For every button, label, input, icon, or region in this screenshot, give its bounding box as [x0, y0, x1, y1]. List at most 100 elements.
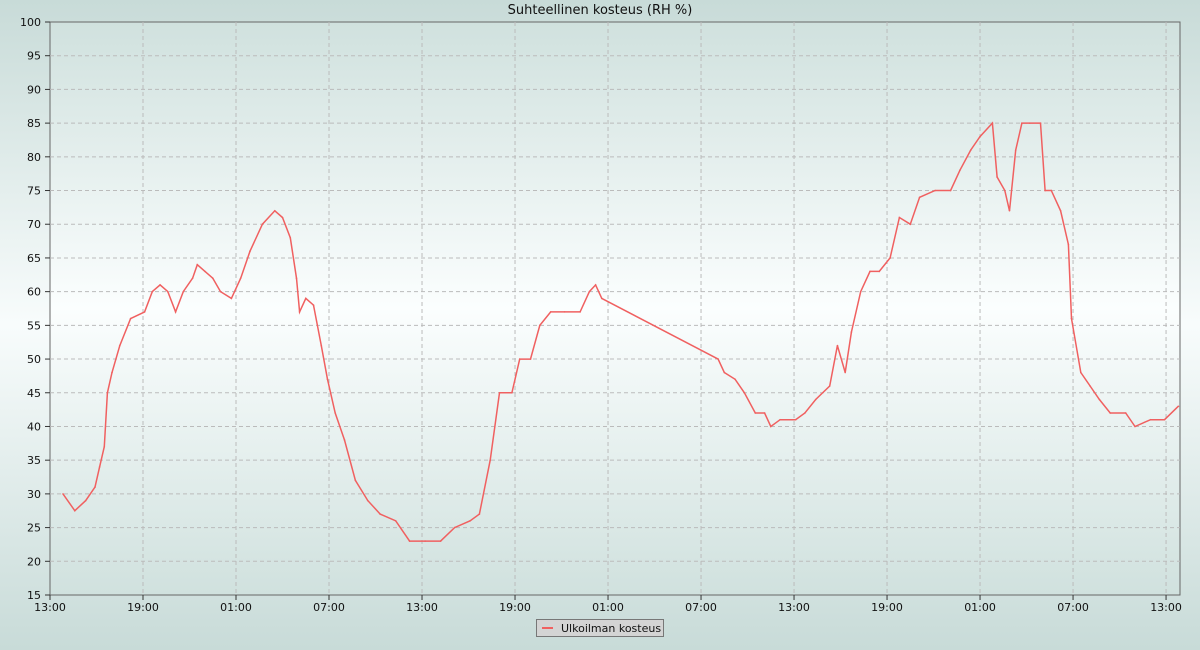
data-point — [1070, 317, 1073, 320]
data-point — [1004, 189, 1006, 192]
data-point — [949, 189, 952, 192]
data-point — [281, 216, 284, 219]
data-point — [498, 391, 501, 394]
data-point — [769, 425, 772, 428]
y-tick-label: 60 — [27, 286, 41, 299]
x-tick-label: 19:00 — [871, 601, 903, 614]
y-tick-label: 35 — [27, 454, 41, 467]
data-point — [379, 513, 381, 515]
y-tick-label: 45 — [27, 387, 41, 400]
data-point — [408, 540, 411, 542]
x-tick-label: 19:00 — [127, 601, 159, 614]
data-point — [763, 412, 766, 414]
x-tick-label: 01:00 — [964, 601, 996, 614]
y-tick-label: 55 — [27, 319, 41, 332]
data-point — [1177, 405, 1180, 408]
data-point — [588, 290, 591, 293]
data-point — [326, 378, 329, 381]
data-point — [320, 344, 323, 347]
data-point — [230, 297, 233, 300]
y-tick-label: 95 — [27, 50, 41, 63]
data-point — [94, 486, 96, 488]
data-point — [366, 499, 369, 502]
data-point — [1109, 412, 1112, 414]
y-tick-label: 80 — [27, 151, 41, 164]
data-point — [174, 311, 177, 313]
x-tick-label: 01:00 — [220, 601, 252, 614]
data-point — [439, 540, 442, 542]
data-point — [289, 236, 292, 239]
data-point — [103, 445, 106, 448]
legend: Ulkoilman kosteus — [536, 619, 664, 637]
y-tick-label: 25 — [27, 522, 41, 535]
data-point — [111, 371, 113, 374]
data-point — [1089, 385, 1091, 387]
data-point — [295, 277, 298, 279]
data-point — [118, 344, 121, 347]
x-tick-label: 07:00 — [313, 601, 345, 614]
chart-title: Suhteellinen kosteus (RH %) — [507, 3, 693, 18]
data-point — [1124, 412, 1127, 414]
data-point — [84, 499, 87, 502]
data-point — [261, 223, 264, 226]
data-point — [779, 418, 781, 421]
data-point — [804, 412, 806, 414]
data-point — [196, 263, 199, 266]
data-point — [151, 290, 154, 293]
data-point — [909, 223, 912, 226]
data-point — [343, 439, 346, 441]
data-point — [850, 331, 853, 333]
data-point — [511, 391, 513, 394]
data-point — [211, 277, 214, 279]
data-point — [969, 149, 972, 151]
data-point — [159, 284, 161, 286]
data-point — [1021, 122, 1023, 124]
data-point — [469, 520, 471, 522]
data-point — [143, 311, 146, 313]
data-point — [518, 358, 521, 360]
data-point — [991, 122, 994, 124]
y-tick-label: 65 — [27, 252, 41, 265]
data-point — [828, 385, 831, 387]
y-tick-label: 90 — [27, 83, 41, 96]
y-tick-label: 40 — [27, 420, 41, 433]
y-tick-label: 75 — [27, 185, 41, 198]
data-point — [1014, 149, 1017, 151]
data-point — [754, 412, 757, 414]
y-tick-label: 20 — [27, 555, 41, 568]
data-point — [1067, 243, 1070, 246]
data-point — [996, 176, 998, 178]
data-point — [182, 290, 185, 293]
data-point — [239, 277, 242, 279]
data-point — [836, 344, 839, 347]
data-point — [489, 459, 492, 461]
legend-swatch — [542, 627, 553, 629]
data-point — [579, 311, 581, 313]
plot-area — [49, 21, 1181, 596]
data-point — [1163, 418, 1166, 421]
y-tick-label: 30 — [27, 488, 41, 501]
y-tick-label: 70 — [27, 218, 41, 231]
data-point — [1028, 122, 1031, 124]
data-point — [717, 358, 719, 360]
data-point — [167, 290, 169, 293]
data-point — [1149, 418, 1152, 421]
data-point — [959, 169, 961, 172]
x-tick-label: 01:00 — [592, 601, 624, 614]
data-point — [1039, 122, 1042, 124]
data-point — [219, 290, 222, 293]
data-point — [563, 311, 566, 313]
data-point — [549, 311, 552, 313]
x-tick-label: 07:00 — [1057, 601, 1089, 614]
x-tick-label: 13:00 — [1150, 601, 1182, 614]
y-tick-label: 100 — [20, 16, 41, 29]
legend-label: Ulkoilman kosteus — [561, 621, 662, 635]
data-point — [743, 391, 746, 394]
data-point — [1050, 189, 1053, 192]
data-point — [889, 257, 891, 259]
data-point — [478, 513, 481, 515]
data-point — [529, 358, 532, 360]
y-tick-label: 15 — [27, 589, 41, 602]
data-point — [979, 135, 981, 138]
